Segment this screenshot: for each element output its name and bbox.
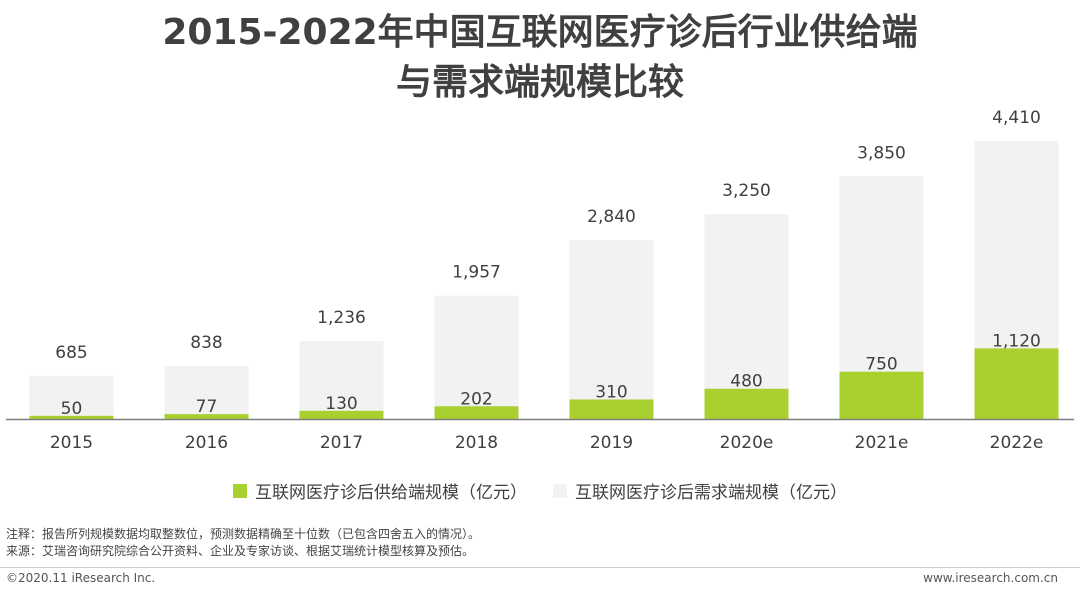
supply-bar-2017 <box>299 410 384 419</box>
footer-website: www.iresearch.com.cn <box>923 571 1058 585</box>
supply-value-label-2018: 202 <box>460 389 492 409</box>
demand-bar-2015 <box>29 375 114 419</box>
supply-value-label-2022e: 1,120 <box>992 331 1041 351</box>
demand-value-label-2020e: 3,250 <box>722 181 771 201</box>
supply-value-label-2017: 130 <box>325 394 357 414</box>
demand-value-label-2021e: 3,850 <box>857 143 906 163</box>
note-text: 注释：报告所列规模数据均取整数位，预测数据精确至十位数（已包含四舍五入的情况）。 <box>6 527 481 541</box>
demand-value-label-2015: 685 <box>55 343 87 363</box>
chart-title-line1: 2015-2022年中国互联网医疗诊后行业供给端 <box>162 12 918 53</box>
supply-bar-2020e <box>704 388 789 419</box>
legend-item-demand: 互联网医疗诊后需求端规模（亿元） <box>553 478 847 503</box>
demand-value-label-2022e: 4,410 <box>992 108 1041 128</box>
supply-bar-2022e <box>974 348 1059 419</box>
supply-bar-2019 <box>569 399 654 419</box>
legend-item-supply: 互联网医疗诊后供给端规模（亿元） <box>233 478 527 503</box>
x-tick-label-2020e: 2020e <box>720 433 774 453</box>
chart-title-line2: 与需求端规模比较 <box>395 62 684 103</box>
demand-bar-2017 <box>299 341 384 419</box>
chart-notes: 注释：报告所列规模数据均取整数位，预测数据精确至十位数（已包含四舍五入的情况）。… <box>6 526 480 560</box>
x-tick-label-2016: 2016 <box>185 433 228 453</box>
source-text: 来源：艾瑞咨询研究院综合公开资料、企业及专家访谈、根据艾瑞统计模型核算及预估。 <box>6 544 475 558</box>
supply-value-label-2019: 310 <box>595 382 627 402</box>
chart-legend: 互联网医疗诊后供给端规模（亿元） 互联网医疗诊后需求端规模（亿元） <box>0 478 1080 503</box>
supply-bar-2018 <box>434 406 519 419</box>
supply-value-label-2016: 77 <box>196 397 218 417</box>
x-tick-label-2017: 2017 <box>320 433 363 453</box>
demand-value-label-2019: 2,840 <box>587 207 636 227</box>
supply-value-label-2015: 50 <box>61 399 83 419</box>
demand-bar-2018 <box>434 295 519 419</box>
x-tick-label-2022e: 2022e <box>990 433 1044 453</box>
x-tick-label-2019: 2019 <box>590 433 633 453</box>
legend-label-demand: 互联网医疗诊后需求端规模（亿元） <box>575 483 847 503</box>
x-tick-label-2015: 2015 <box>50 433 93 453</box>
demand-value-label-2016: 838 <box>190 333 222 353</box>
demand-bar-2016 <box>164 366 249 419</box>
x-tick-label-2018: 2018 <box>455 433 498 453</box>
supply-bar-2021e <box>839 371 924 419</box>
supply-bar-2016 <box>164 414 249 419</box>
bar-chart: 685 50 2015 838 77 2016 1,236 130 2017 1,957 202 20… <box>6 108 1074 453</box>
footer-divider <box>0 567 1080 568</box>
demand-value-label-2017: 1,236 <box>317 308 366 328</box>
supply-value-label-2021e: 750 <box>865 355 897 375</box>
demand-bar-2019 <box>569 239 654 419</box>
demand-bar-2020e <box>704 214 789 419</box>
legend-swatch-supply <box>233 483 247 498</box>
x-tick-label-2021e: 2021e <box>855 433 909 453</box>
supply-bar-2015 <box>29 415 114 419</box>
supply-value-label-2020e: 480 <box>730 372 762 392</box>
chart-title: 2015-2022年中国互联网医疗诊后行业供给端 与需求端规模比较 <box>0 8 1080 108</box>
demand-value-label-2018: 1,957 <box>452 263 501 283</box>
footer-copyright: ©2020.11 iResearch Inc. <box>6 571 156 585</box>
legend-label-supply: 互联网医疗诊后供给端规模（亿元） <box>255 483 527 503</box>
legend-swatch-demand <box>553 483 567 498</box>
